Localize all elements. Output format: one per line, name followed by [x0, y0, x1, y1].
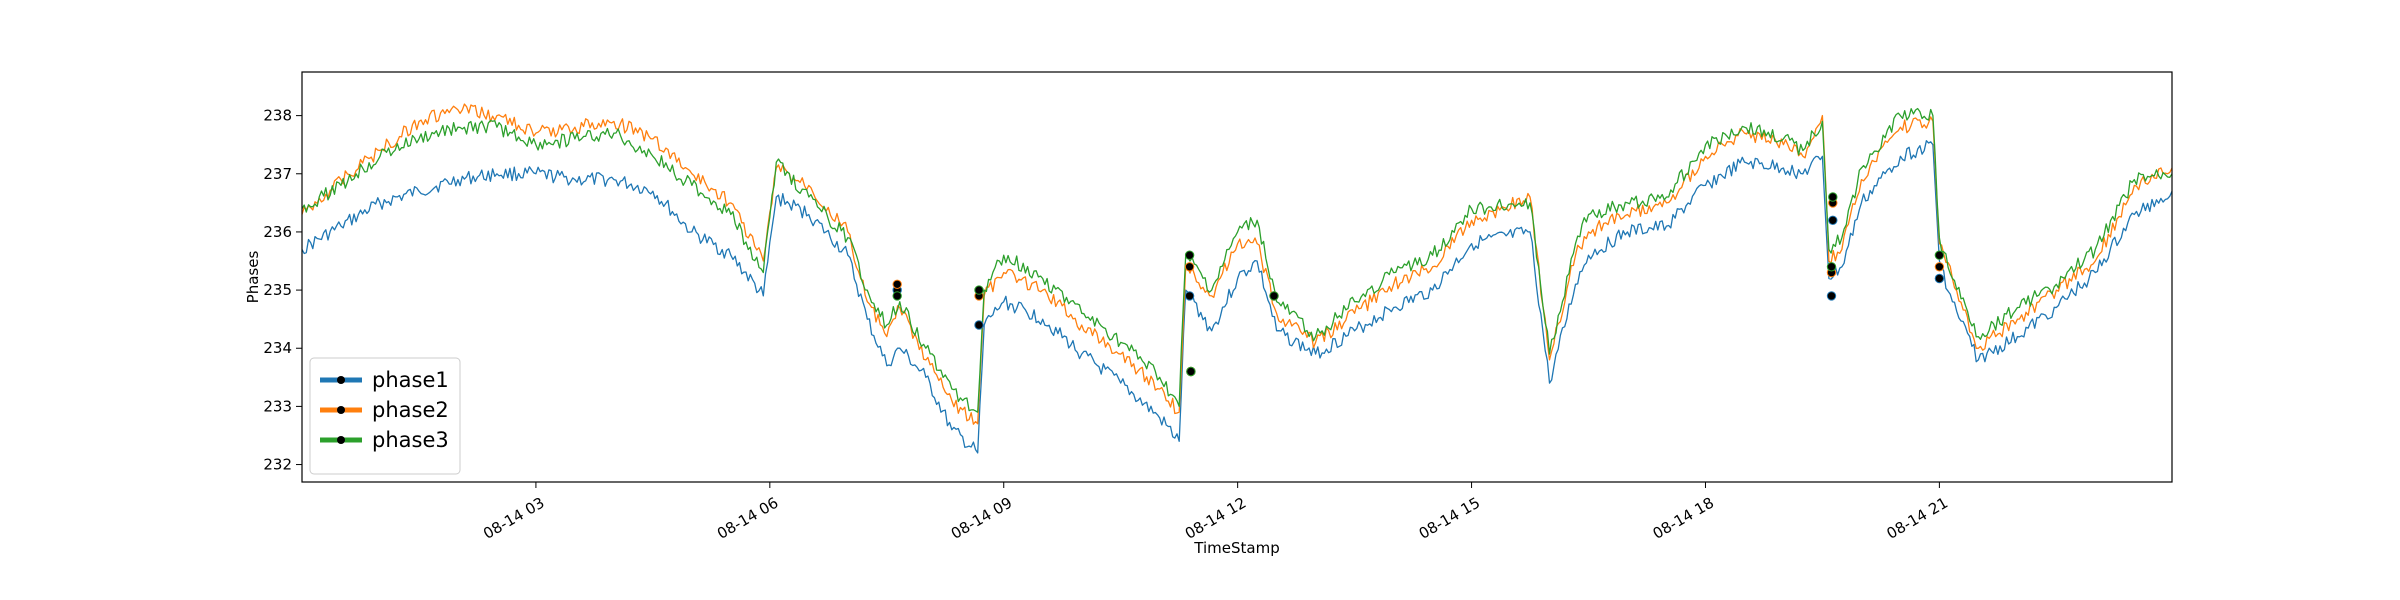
data-point-marker: [1269, 291, 1279, 301]
data-point-marker: [1184, 262, 1195, 272]
y-axis-label: Phases: [244, 251, 262, 304]
legend-box: [309, 357, 461, 475]
y-tick-label: 232: [263, 456, 292, 474]
y-tick-label: 234: [263, 339, 292, 357]
series-line-phase1: [301, 140, 2173, 454]
plot-frame: [301, 71, 2173, 483]
data-point-marker: [1828, 192, 1838, 202]
marker-layer: [892, 192, 1945, 377]
data-point-marker: [892, 291, 902, 301]
data-point-marker: [974, 285, 984, 295]
data-point-marker: [1934, 273, 1945, 284]
y-tick-label: 235: [263, 281, 292, 299]
y-axis: 232 233 234 235 236 237 238: [263, 107, 302, 474]
legend-label-phase3: phase3: [372, 428, 449, 452]
legend-marker-phase3: [337, 436, 345, 444]
data-point-marker: [974, 320, 984, 330]
legend-label-phase2: phase2: [372, 398, 449, 422]
data-point-marker: [1828, 215, 1838, 226]
data-point-marker: [1186, 366, 1196, 377]
y-tick-label: 236: [263, 223, 292, 241]
legend: phase1 phase2 phase3: [309, 357, 461, 475]
series-layer: [301, 103, 2173, 454]
data-point-marker: [1934, 250, 1945, 260]
legend-label-phase1: phase1: [372, 368, 449, 392]
legend-marker-phase1: [337, 376, 345, 384]
data-point-marker: [1184, 291, 1195, 301]
y-tick-label: 233: [263, 397, 292, 415]
data-point-marker: [1184, 250, 1195, 260]
series-line-phase2: [301, 103, 2173, 425]
y-tick-label: 238: [263, 107, 292, 125]
series-line-phase3: [301, 107, 2173, 413]
data-point-marker: [892, 279, 902, 289]
x-axis-label: TimeStamp: [1193, 539, 1279, 557]
data-point-marker: [1826, 291, 1837, 301]
data-point-marker: [1826, 262, 1837, 272]
y-tick-label: 237: [263, 165, 292, 183]
data-point-marker: [1934, 262, 1945, 272]
legend-marker-phase2: [337, 406, 345, 414]
